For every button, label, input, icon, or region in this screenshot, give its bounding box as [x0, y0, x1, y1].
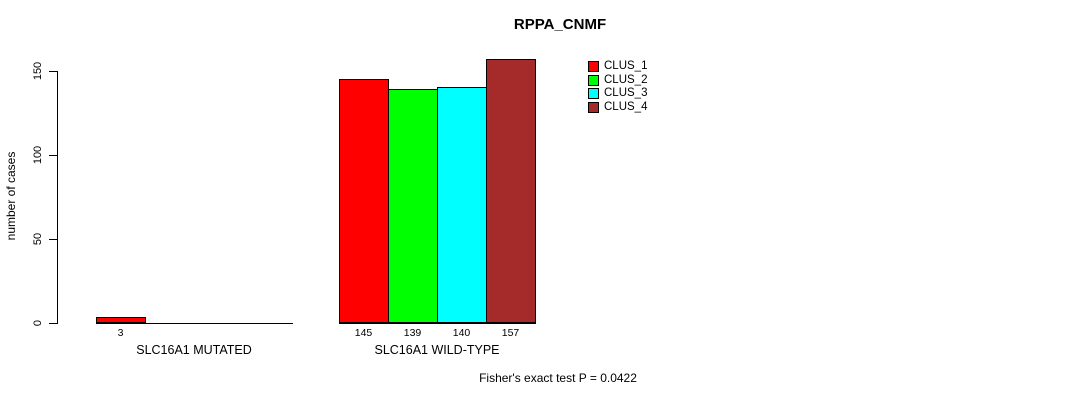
bar-clus_1-group1	[96, 317, 146, 324]
bar-clus_1-group2	[339, 78, 389, 324]
group-label: SLC16A1 MUTATED	[136, 343, 252, 357]
bar-value-label: 157	[501, 327, 520, 339]
bar-value-label: 3	[117, 327, 124, 339]
bar-value-label: 140	[452, 327, 471, 339]
y-tick-label: 50	[32, 232, 44, 245]
chart-title: RPPA_CNMF	[513, 16, 607, 33]
legend-label-clus_4: CLUS_4	[604, 100, 648, 113]
y-axis-line	[57, 70, 58, 324]
y-tick-label: 0	[32, 319, 44, 326]
bar-value-label: 145	[354, 327, 373, 339]
fisher-test-annotation: Fisher's exact test P = 0.0422	[479, 371, 637, 385]
legend-label-clus_2: CLUS_2	[604, 73, 648, 86]
bar-clus_4-group2	[486, 58, 536, 324]
legend-swatch-clus_2	[588, 74, 599, 86]
legend-swatch-clus_1	[588, 61, 599, 72]
y-axis-label: number of cases	[4, 151, 18, 241]
legend-label-clus_3: CLUS_3	[604, 87, 648, 99]
y-tick-label: 150	[32, 61, 44, 80]
y-tick	[49, 238, 57, 240]
legend-label-clus_1: CLUS_1	[604, 60, 648, 72]
group-baseline	[96, 322, 293, 324]
y-tick	[49, 322, 57, 324]
legend-swatch-clus_3	[588, 88, 599, 99]
y-tick	[49, 154, 57, 156]
bar-clus_3-group2	[437, 87, 487, 324]
y-tick-label: 100	[32, 145, 44, 164]
y-tick	[49, 70, 57, 72]
group-label: SLC16A1 WILD-TYPE	[374, 343, 500, 357]
bar-clus_2-group2	[388, 88, 438, 324]
bar-value-label: 139	[403, 327, 422, 339]
legend-swatch-clus_4	[588, 101, 599, 113]
